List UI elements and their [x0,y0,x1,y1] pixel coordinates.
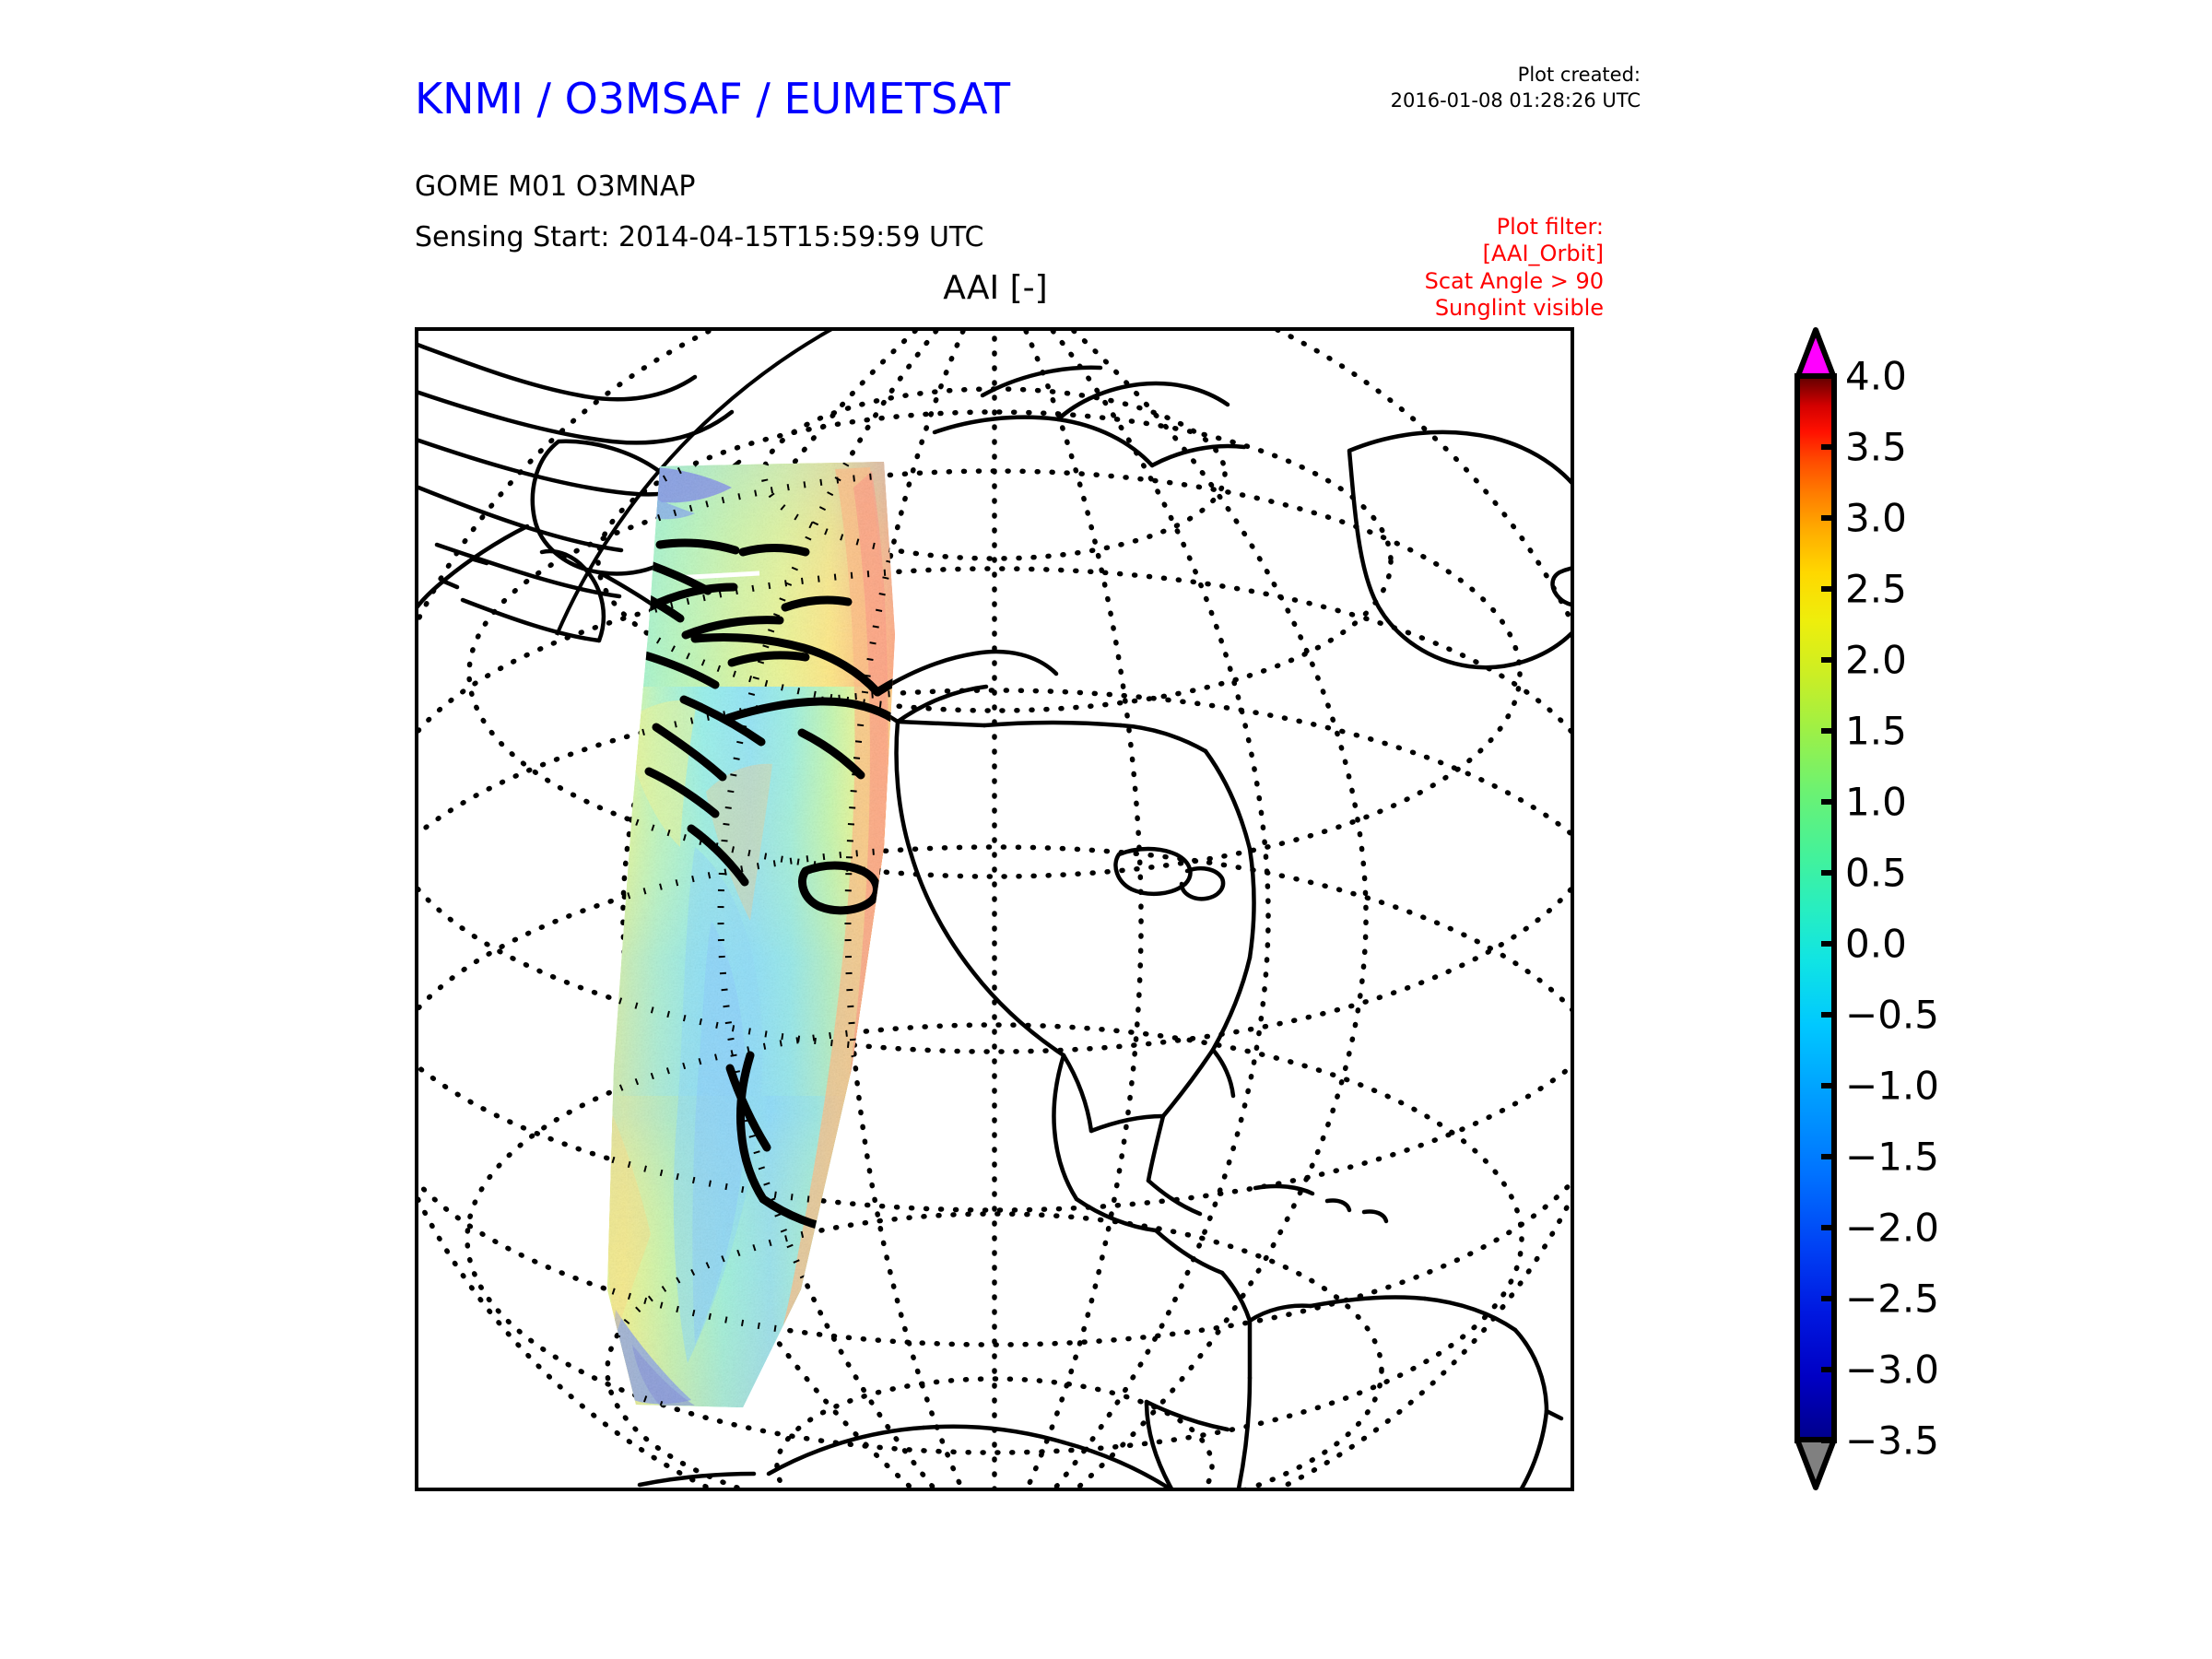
colorbar[interactable]: 4.0 3.5 3.0 2.5 2.0 1.5 1.0 0.5 0.0 −0.5… [1788,323,2175,1498]
colorbar-ticks [1821,373,1834,1443]
colorbar-tick-label: 2.5 [1845,566,1907,612]
map-plot-area[interactable] [415,327,1574,1491]
colorbar-tick-label: −1.5 [1845,1134,1939,1180]
orthographic-map [418,331,1571,1488]
plot-filter-block: Plot filter: [AAI_Orbit] Scat Angle > 90… [1290,214,1604,322]
plot-created-timestamp: 2016-01-08 01:28:26 UTC [1390,88,1641,112]
colorbar-tick-label: 0.0 [1845,921,1907,967]
colorbar-tick-label: −1.0 [1845,1063,1939,1109]
colorbar-tick-label: 2.0 [1845,637,1907,683]
colorbar-tick-label: −3.5 [1845,1418,1939,1464]
plot-filter-scat-angle: Scat Angle > 90 [1424,267,1604,294]
plot-filter-name: [AAI_Orbit] [1482,241,1604,267]
dataset-name: GOME M01 O3MNAP [415,171,696,203]
plot-created-label: Plot created: [1517,64,1641,86]
aai-swath [607,462,895,1407]
plot-created-block: Plot created: 2016-01-08 01:28:26 UTC [1235,63,1641,113]
sensing-start: Sensing Start: 2014-04-15T15:59:59 UTC [415,221,984,253]
chart-title: AAI [-] [943,269,1048,307]
plot-filter-label: Plot filter: [1496,214,1604,240]
colorbar-gradient [1794,373,1837,1443]
colorbar-over-arrow [1794,327,1837,381]
colorbar-tick-label: −3.0 [1845,1347,1939,1393]
colorbar-tick-label: −2.0 [1845,1205,1939,1251]
colorbar-tick-label: 1.5 [1845,708,1907,754]
plot-filter-sunglint: Sunglint visible [1434,294,1604,321]
globe-limb [555,331,833,636]
colorbar-tick-label: −2.5 [1845,1276,1939,1322]
colorbar-tick-label: −0.5 [1845,992,1939,1038]
colorbar-tick-label: 3.0 [1845,495,1907,541]
colorbar-svg [1794,327,1837,1490]
graticule-group [418,331,1571,1488]
colorbar-tick-label: 0.5 [1845,850,1907,896]
colorbar-under-arrow [1794,1437,1837,1490]
page-title: KNMI / O3MSAF / EUMETSAT [415,74,1011,124]
coastlines-overlay [618,538,895,1235]
colorbar-tick-label: 1.0 [1845,779,1907,825]
colorbar-tick-label: 4.0 [1845,353,1907,399]
colorbar-tick-label: 3.5 [1845,424,1907,470]
